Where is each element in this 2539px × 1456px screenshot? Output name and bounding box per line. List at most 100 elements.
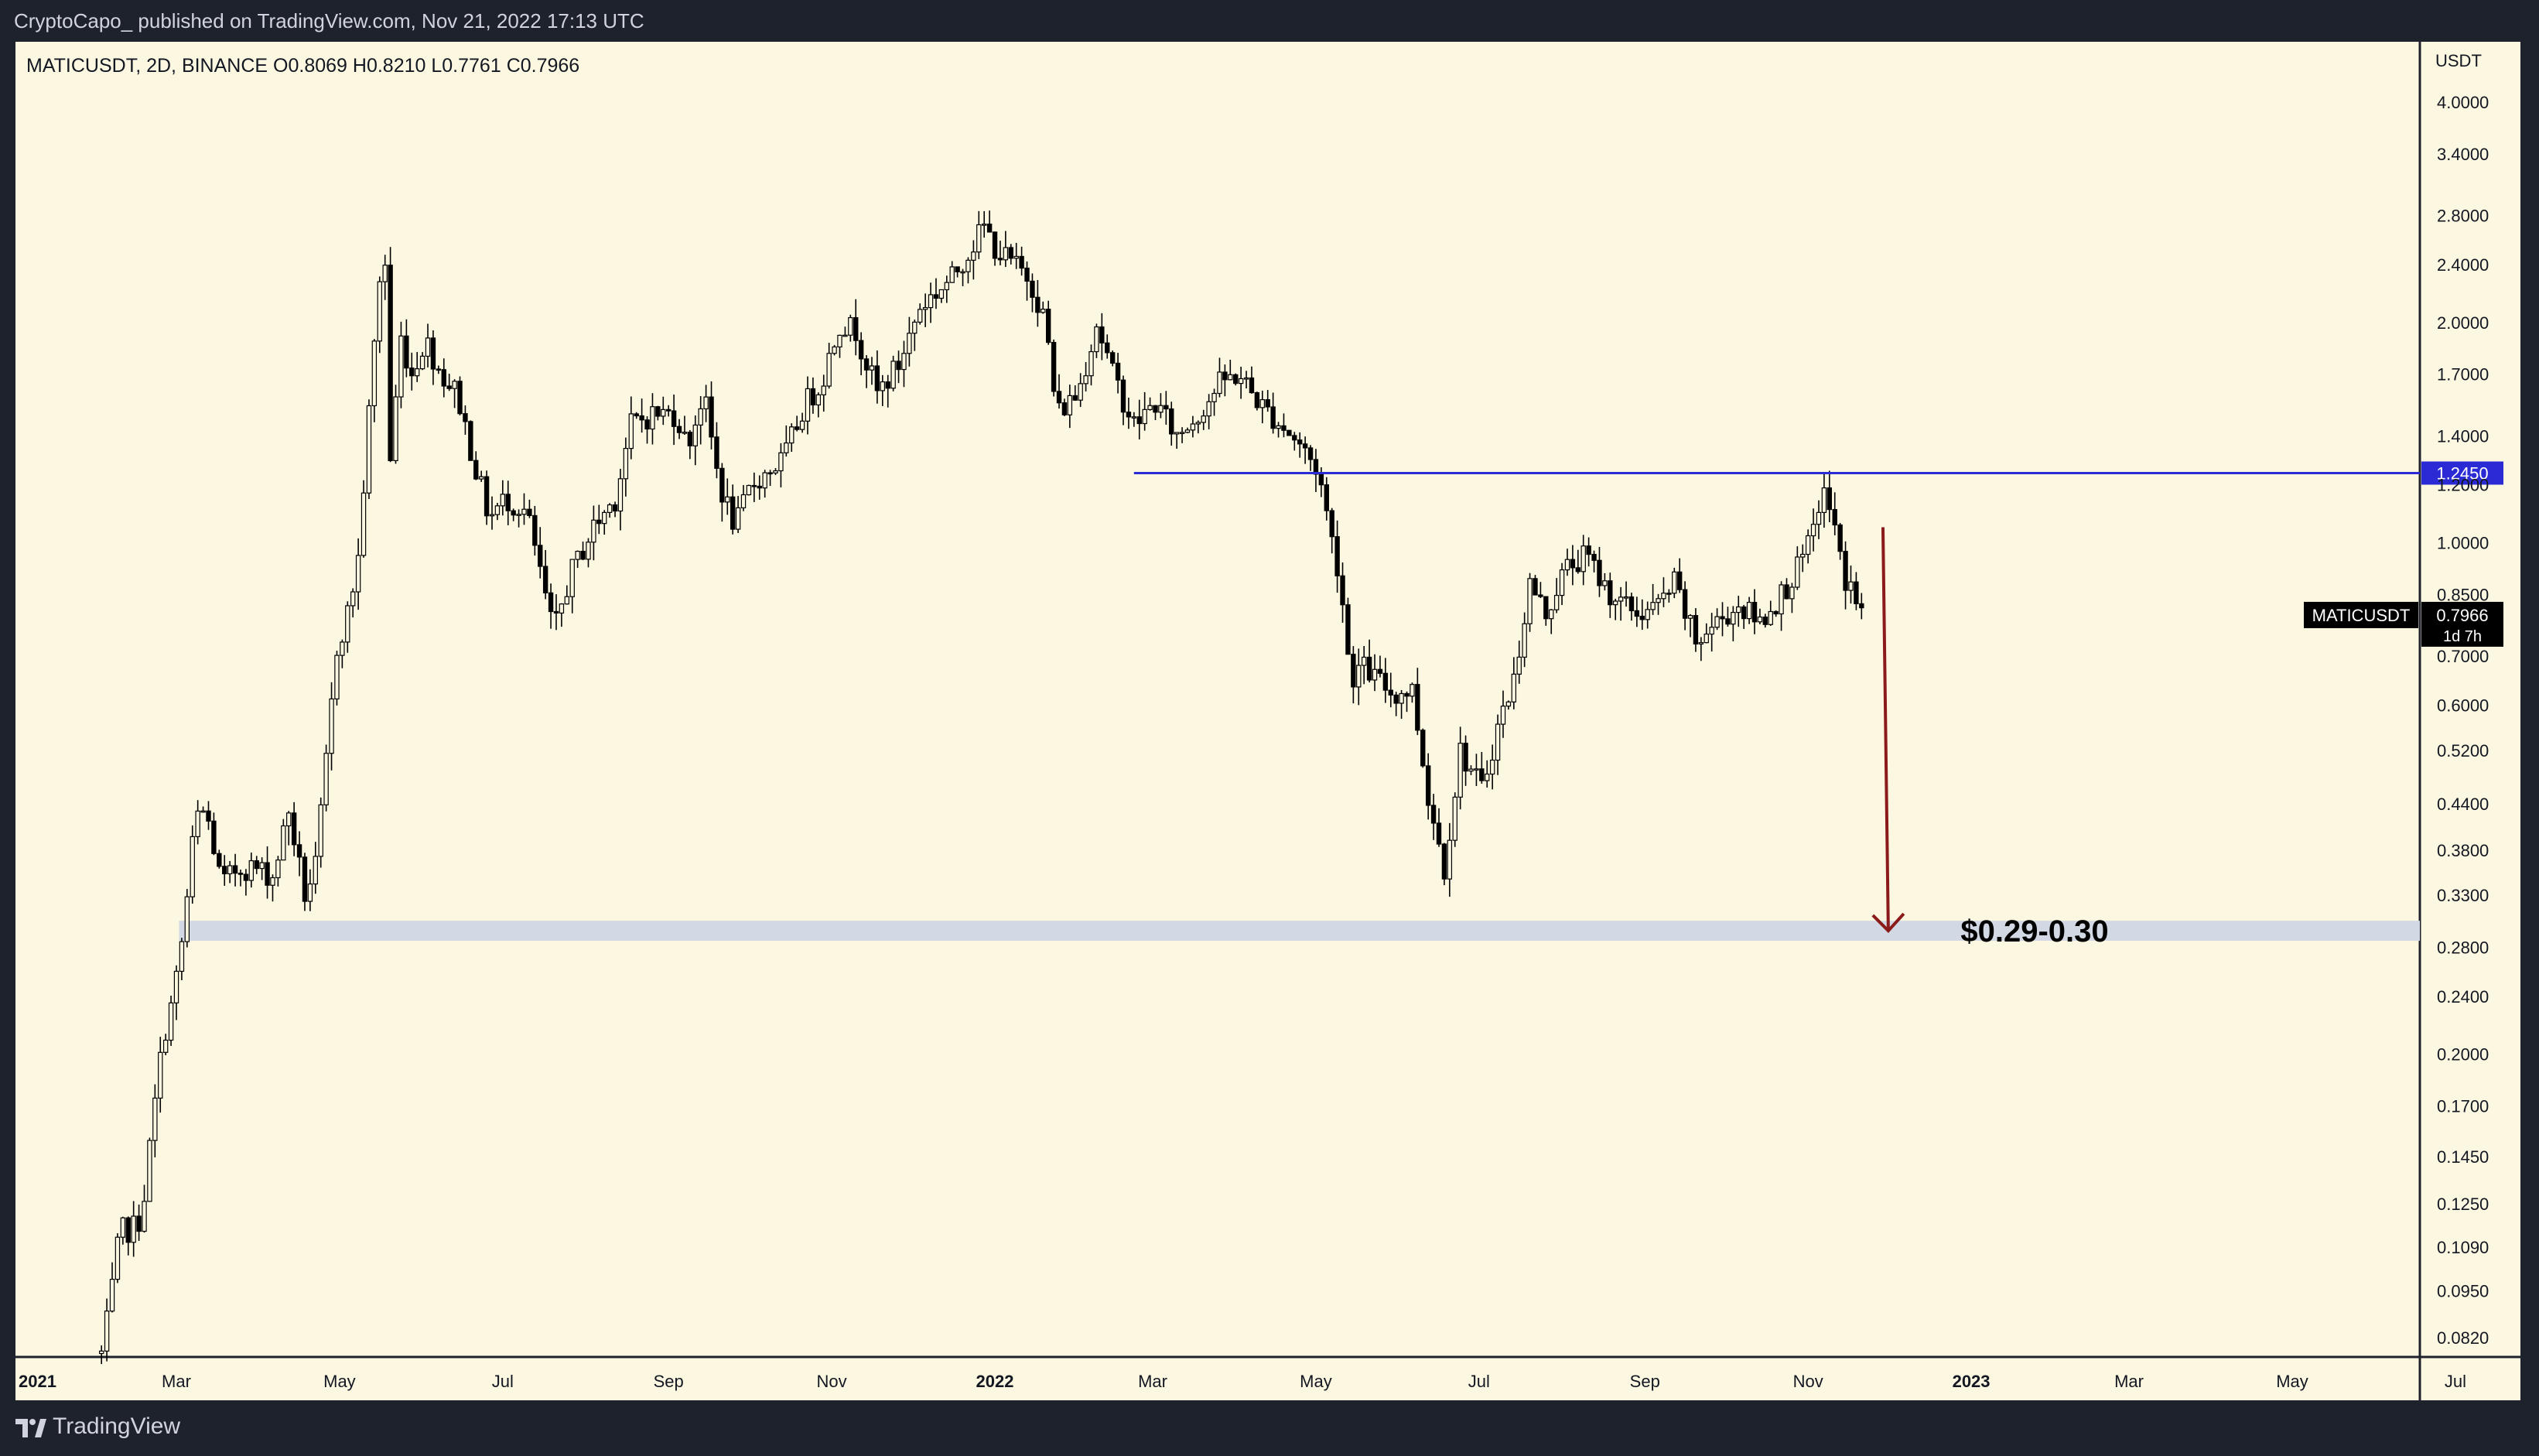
ohlc-close: C0.7966 <box>507 55 580 77</box>
candle-body <box>1142 408 1147 425</box>
candle-body <box>650 406 655 430</box>
symbol-label: MATICUSDT, 2D, BINANCE <box>26 55 273 77</box>
candle-body <box>992 231 998 259</box>
candle-body <box>1549 609 1554 620</box>
candle-body <box>564 596 570 605</box>
candle-body <box>1709 627 1714 635</box>
candle-body <box>655 406 661 417</box>
candle-body <box>430 337 436 370</box>
candle-body <box>853 316 859 341</box>
candle-body <box>1259 399 1265 408</box>
candle-body <box>366 405 372 494</box>
candle-body <box>1067 395 1073 415</box>
candle-body <box>1773 610 1779 615</box>
x-tick-label: May <box>2276 1372 2308 1391</box>
candle-body <box>644 419 650 430</box>
x-tick-label: Nov <box>1793 1372 1823 1391</box>
candle-body <box>1297 439 1303 445</box>
candle-body <box>1366 656 1372 681</box>
candle-body <box>1126 412 1132 418</box>
price-axis-background <box>2420 42 2520 1357</box>
price-chart[interactable]: 1.2450 MATICUSDT 0.7966 1d 7h $0.29-0.30 4.0… <box>0 0 2539 1400</box>
candle-body <box>419 355 425 370</box>
candle-body <box>500 494 506 507</box>
y-tick-label: 4.0000 <box>2437 93 2489 112</box>
candle-body <box>569 559 575 597</box>
candle-body <box>762 472 767 489</box>
candle-body <box>1120 379 1126 413</box>
candle-body <box>687 432 693 446</box>
y-tick-label: 1.4000 <box>2437 426 2489 446</box>
candle-body <box>1377 668 1383 674</box>
candle-body <box>350 591 356 607</box>
candle-body <box>1746 601 1752 620</box>
candle-body <box>484 476 490 517</box>
candle-body <box>1570 559 1576 569</box>
candle-body <box>789 426 795 444</box>
y-tick-label: 2.0000 <box>2437 313 2489 333</box>
candle-body <box>1810 524 1816 537</box>
candle-body <box>815 394 822 405</box>
candle-body <box>832 346 837 354</box>
candle-body <box>746 484 752 496</box>
candle-body <box>1302 443 1308 449</box>
candle-body <box>222 866 227 875</box>
candle-body <box>1479 768 1485 781</box>
candle-body <box>740 494 747 509</box>
y-tick-label: 1.2000 <box>2437 476 2489 495</box>
candle-body <box>521 508 527 515</box>
candle-body <box>158 1051 163 1099</box>
candle-body <box>548 592 554 613</box>
projection-arrow-head <box>1871 912 1905 933</box>
candle-body <box>1848 581 1854 591</box>
x-tick-label: Sep <box>654 1372 684 1391</box>
candle-body <box>1345 604 1351 655</box>
candle-body <box>227 865 233 875</box>
candle-body <box>516 514 521 516</box>
candle-body <box>607 504 613 513</box>
candle-body <box>671 410 677 427</box>
candle-body <box>162 1039 169 1053</box>
candle-body <box>1410 684 1415 697</box>
candle-body <box>1628 596 1635 612</box>
x-tick-label: Jul <box>2445 1372 2466 1391</box>
candle-body <box>1859 603 1864 609</box>
candle-body <box>532 514 538 546</box>
candle-body <box>1008 247 1013 259</box>
candle-body <box>1238 378 1244 385</box>
candle-body <box>296 844 302 858</box>
candle-body <box>313 856 318 885</box>
projection-arrow[interactable] <box>1881 527 1890 931</box>
candle-body <box>307 883 313 902</box>
candle-body <box>318 804 323 857</box>
symbol-tag <box>2304 601 2418 628</box>
y-tick-label: 0.4400 <box>2437 795 2489 814</box>
candle-body <box>425 337 431 357</box>
candle-body <box>1222 371 1228 381</box>
candle-body <box>1832 508 1837 526</box>
candle-body <box>1608 580 1613 606</box>
candle-body <box>1307 447 1314 460</box>
candle-body <box>1714 616 1720 628</box>
candle-body <box>302 856 308 902</box>
y-tick-label: 0.5200 <box>2437 741 2489 760</box>
candle-body <box>1083 375 1088 385</box>
candle-body <box>628 413 634 449</box>
y-tick-label: 1.0000 <box>2437 534 2489 553</box>
candle-body <box>265 862 270 886</box>
candle-body <box>1201 415 1206 423</box>
candle-body <box>1805 535 1811 555</box>
x-tick-label: Mar <box>162 1372 191 1391</box>
candle-body <box>1495 723 1501 761</box>
candle-body <box>794 426 800 430</box>
x-tick-label: Mar <box>2114 1372 2144 1391</box>
candle-body <box>452 381 457 389</box>
candle-body <box>928 294 934 309</box>
candle-body <box>907 333 912 354</box>
candle-body <box>404 335 409 369</box>
candle-body <box>190 836 195 897</box>
candle-body <box>1019 255 1024 269</box>
candle-body <box>1056 391 1062 404</box>
candle-body <box>109 1279 115 1312</box>
candle-body <box>1602 580 1608 586</box>
